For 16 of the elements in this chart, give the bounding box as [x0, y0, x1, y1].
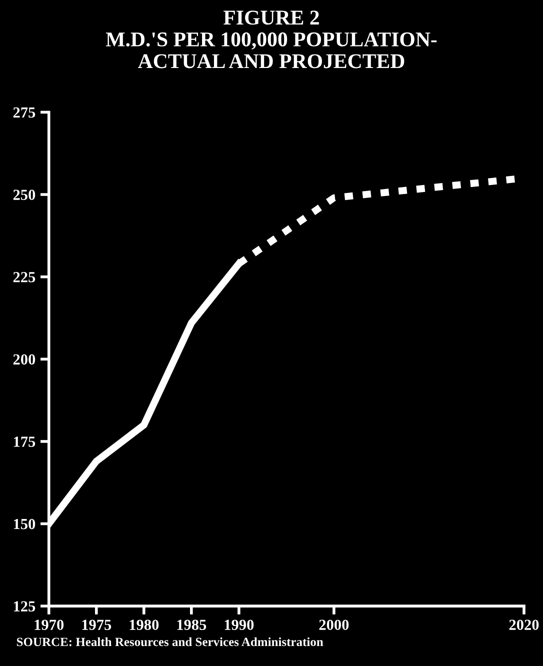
x-tick-label: 1985	[177, 620, 206, 630]
y-tick-label: 250	[13, 190, 36, 200]
x-tick-label: 1975	[82, 620, 112, 630]
y-tick-label: 150	[14, 518, 36, 530]
x-tick-label: 2020	[509, 620, 539, 630]
y-tick-label: 225	[13, 272, 36, 282]
y-tick-label: 200	[13, 354, 36, 365]
chart-title: FIGURE 2 M.D.'S PER 100,000 POPULATION- ACTUAL AND PROJECTED	[106, 10, 437, 68]
y-tick-label: 125	[14, 601, 36, 612]
y-tick-label: 275	[13, 107, 36, 118]
x-tick-label: 1980	[130, 620, 159, 630]
y-tick-label: 175	[14, 436, 36, 447]
x-tick-label: 1970	[34, 620, 64, 630]
x-tick-label: 1990	[224, 620, 254, 630]
source-note: SOURCE: Health Resources and Services Administration	[16, 637, 324, 646]
x-tick-label: 2000	[319, 620, 349, 630]
